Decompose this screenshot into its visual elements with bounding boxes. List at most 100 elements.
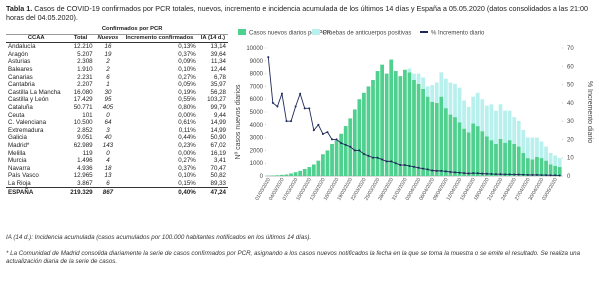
bar: [453, 83, 457, 118]
legend-swatch: [312, 29, 320, 35]
footnote: * La Comunidad de Madrid consolida diari…: [6, 250, 581, 265]
table-cell: 2.852: [77, 126, 93, 134]
table-cell: 1: [106, 81, 110, 89]
bar: [539, 141, 544, 159]
bar: [525, 158, 530, 176]
table-cell: 0,13%: [178, 43, 196, 51]
line-point: [303, 107, 306, 110]
bar: [430, 85, 435, 102]
table-row: Melilla 119 0 0,00% 16,19: [6, 150, 228, 158]
line-point: [549, 174, 552, 177]
bar: [284, 174, 289, 176]
line-point: [385, 160, 388, 163]
table-row: Ceuta 101 0 0,00% 9,44: [6, 112, 228, 120]
line-point: [408, 164, 411, 167]
bar: [412, 80, 416, 176]
line-point: [494, 173, 497, 176]
bar: [416, 73, 421, 84]
bar: [393, 71, 398, 176]
y-tick-label: 6000: [250, 97, 264, 103]
table-row: Extremadura 2.852 3 0,11% 14,99: [6, 127, 228, 135]
table-cell: 867: [94, 187, 122, 197]
bar: [398, 76, 403, 176]
table-cell: 4: [106, 157, 110, 165]
line-point: [472, 172, 475, 175]
table-row: Murcia 1.496 4 0,27% 3,41: [6, 157, 228, 165]
table-cell: Melilla: [8, 149, 26, 157]
table-cell: 1.910: [77, 66, 93, 74]
footnote: IA (14 d.): Incidencia acumulada (casos …: [6, 234, 312, 241]
table-cell: 50,90: [210, 134, 226, 142]
bar: [516, 120, 521, 147]
table-cell: 95: [104, 96, 112, 104]
y-tick-label: 3000: [250, 136, 264, 142]
table-cell: 0,23%: [178, 142, 196, 149]
table-cell: 0,40%: [121, 187, 198, 197]
line-point: [522, 173, 525, 176]
y-axis-label: Nº casos nuevos diarios: [235, 84, 242, 159]
line-point: [394, 162, 397, 165]
bar: [384, 73, 389, 176]
line-point: [554, 174, 557, 177]
bar: [371, 80, 375, 176]
table-cell: 17.429: [73, 96, 93, 104]
legend-swatch: [238, 29, 246, 35]
title: Tabla 1. Casos de COVID-19 confirmados p…: [6, 4, 592, 22]
bar: [535, 156, 539, 176]
bar: [421, 77, 425, 89]
table-cell: 39,64: [210, 50, 226, 58]
y-tick-label: 0: [260, 174, 264, 180]
legend-label: % Incremento diario: [431, 31, 485, 37]
bar: [416, 83, 421, 176]
table-cell: 16: [104, 43, 112, 51]
table-cell: 0,15%: [178, 179, 196, 187]
table-cell: 10.500: [73, 119, 93, 127]
bar: [503, 110, 507, 143]
bar: [448, 82, 453, 115]
table-cell: 12.210: [73, 43, 93, 51]
line-point: [321, 132, 324, 135]
line-point: [276, 105, 279, 108]
title-label: Tabla 1.: [6, 4, 33, 13]
table-cell: 3: [106, 126, 110, 134]
line-point: [358, 149, 361, 152]
line-point: [312, 129, 315, 132]
table-cell: 0: [106, 111, 110, 119]
line-point: [417, 166, 420, 169]
line-point: [294, 105, 297, 108]
table-cell: Canarias: [8, 73, 33, 81]
table-row: Canarias 2.231 6 0,27% 6,78: [6, 74, 228, 82]
y2-tick-label: 60: [567, 64, 574, 70]
line-point: [531, 173, 534, 176]
bar: [389, 59, 394, 176]
table-cell: 9.051: [77, 134, 93, 142]
table-cell: 16,19: [210, 149, 226, 157]
y-tick-label: 9000: [250, 59, 264, 65]
y-tick-label: 7000: [250, 84, 264, 90]
table-cell: 11,34: [210, 58, 226, 66]
table-cell: Navarra: [8, 164, 31, 172]
table-cell: 14,99: [210, 119, 226, 127]
table-cell: 0,44%: [178, 134, 196, 142]
table-row: Andalucía 12.210 16 0,13% 13,14: [6, 43, 228, 51]
table-cell: 35,97: [210, 81, 226, 89]
bar: [475, 126, 480, 176]
line-point: [299, 92, 302, 95]
table-cell: 0,05%: [178, 81, 196, 89]
table-cell: 50.771: [73, 104, 93, 112]
y-tick-label: 10000: [246, 46, 263, 52]
line-point: [335, 138, 338, 141]
group-header: Confirmados por PCR: [66, 26, 198, 35]
table-cell: 30: [104, 88, 112, 96]
table-cell: 6: [106, 179, 110, 187]
bar: [507, 110, 512, 141]
table-cell: 3.867: [77, 179, 93, 187]
column-header: CCAA: [6, 34, 67, 44]
line-point: [504, 173, 507, 176]
column-header: Incremento confirmados: [121, 34, 198, 44]
line-point: [290, 120, 293, 123]
y2-tick-label: 40: [567, 101, 574, 107]
table-cell: 1.496: [77, 157, 93, 165]
bar: [362, 92, 366, 176]
